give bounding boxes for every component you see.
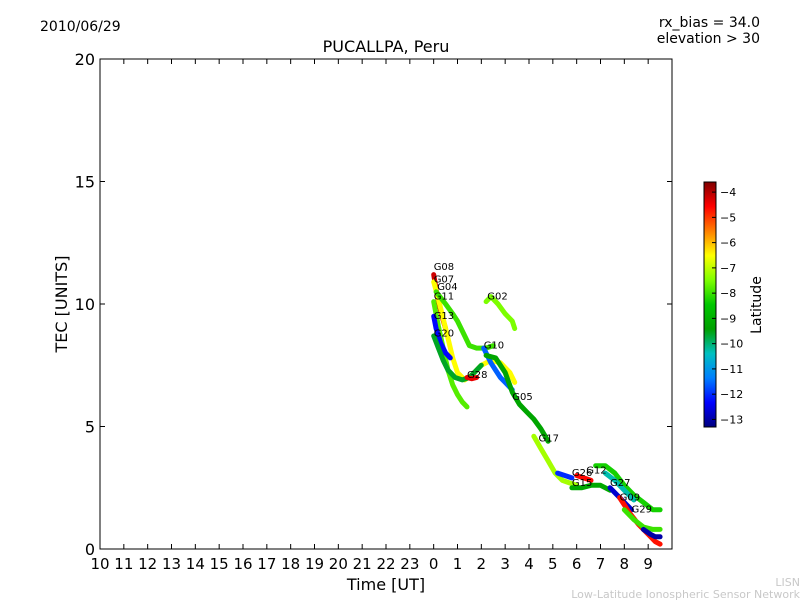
date-label: 2010/06/29	[40, 19, 121, 35]
x-tick-label: 10	[90, 555, 109, 573]
colorbar-tick-label: −5	[720, 211, 736, 224]
series-trace-g11	[431, 299, 470, 410]
series-trace-g10	[481, 345, 515, 393]
x-tick-label: 14	[186, 555, 205, 573]
satellite-labels: G08G07G04G11G13G20G02G10G28G05G17G26G12G…	[434, 262, 652, 516]
elevation-label: elevation > 30	[657, 31, 760, 47]
colorbar-tick-label: −6	[720, 237, 736, 250]
satellite-label-g07: G07	[434, 274, 454, 285]
x-tick-label: 9	[643, 555, 653, 573]
x-tick-label: 4	[524, 555, 534, 573]
colorbar-tick-label: −10	[720, 338, 743, 351]
y-tick-label: 0	[85, 540, 95, 559]
y-axis-ticks: 0 5 10 15 20	[75, 50, 672, 559]
x-tick-label: 21	[353, 555, 372, 573]
satellite-label-g09: G09	[620, 492, 640, 503]
x-tick-label: 19	[305, 555, 324, 573]
satellite-label-g20: G20	[434, 328, 454, 339]
x-tick-label: 8	[620, 555, 630, 573]
series-trace-unlabeled-19	[602, 470, 637, 503]
x-tick-label: 5	[548, 555, 558, 573]
x-tick-label: 0	[429, 555, 439, 573]
x-tick-label: 6	[572, 555, 582, 573]
colorbar-label: Latitude	[749, 276, 765, 334]
satellite-label-g02: G02	[487, 292, 507, 303]
satellite-label-g15: G15	[572, 478, 592, 489]
colorbar-tick-label: −8	[720, 287, 736, 300]
series-trace-g13	[431, 313, 453, 361]
satellite-label-g28: G28	[467, 370, 487, 381]
colorbar-tick-label: −7	[720, 262, 736, 275]
x-tick-label: 16	[233, 555, 252, 573]
colorbar-tick-label: −13	[720, 413, 743, 426]
footer-network: Low-Latitude Ionospheric Sensor Network	[571, 588, 800, 600]
x-tick-label: 2	[477, 555, 487, 573]
colorbar-tick-label: −12	[720, 388, 743, 401]
x-axis-label: Time [UT]	[346, 575, 425, 594]
colorbar-tick-label: −4	[720, 186, 736, 199]
x-tick-label: 12	[138, 555, 157, 573]
x-tick-label: 22	[376, 555, 395, 573]
satellite-label-g05: G05	[512, 392, 532, 403]
series-trace-g20	[431, 333, 484, 383]
series-trace-g26	[555, 470, 575, 481]
series-trace-g09	[593, 463, 663, 513]
plot-marks	[431, 272, 663, 547]
y-tick-label: 5	[85, 418, 95, 437]
series-trace-g05	[483, 352, 551, 444]
footer-lisn: LISN	[775, 576, 800, 589]
x-tick-label: 17	[257, 555, 276, 573]
x-tick-label: 3	[500, 555, 510, 573]
series-trace-g12	[574, 473, 594, 483]
chart-title: PUCALLPA, Peru	[323, 37, 450, 56]
x-tick-label: 1	[453, 555, 463, 573]
x-tick-label: 13	[162, 555, 181, 573]
satellite-label-g29: G29	[632, 505, 652, 516]
colorbar-tick-label: −9	[720, 312, 736, 325]
x-tick-label: 11	[114, 555, 133, 573]
satellite-label-g08: G08	[434, 262, 454, 273]
y-tick-label: 20	[75, 50, 95, 69]
satellite-label-g27: G27	[610, 478, 630, 489]
satellite-label-g11: G11	[434, 292, 454, 303]
x-axis-ticks: 10 11 12 13 14 15 16 17 18 19 20 21 22 23 0 1 2 3 4 5 6 7 8 9	[90, 59, 653, 573]
series-trace-unlabeled-18	[640, 526, 663, 540]
x-tick-label: 7	[596, 555, 606, 573]
y-tick-label: 15	[75, 173, 95, 192]
x-tick-label: 20	[329, 555, 348, 573]
satellite-label-g04: G04	[437, 282, 457, 293]
satellite-label-g10: G10	[484, 341, 504, 352]
y-tick-label: 10	[75, 295, 95, 314]
satellite-label-g13: G13	[434, 311, 454, 322]
satellite-label-g17: G17	[539, 434, 559, 445]
satellite-label-g12: G12	[586, 466, 606, 477]
satellite-label-g26: G26	[572, 468, 592, 479]
colorbar-ticks: −4 −5 −6 −7 −8 −9 −10 −11 −12 −13	[712, 186, 743, 426]
x-tick-label: 18	[281, 555, 300, 573]
y-axis-label: TEC [UNITS]	[52, 256, 71, 354]
series-trace-g15	[569, 482, 613, 493]
rx-bias-label: rx_bias = 34.0	[659, 15, 760, 31]
colorbar-tick-label: −11	[720, 363, 743, 376]
series-trace-g02	[483, 294, 518, 331]
series-trace-g28	[464, 375, 480, 382]
x-tick-label: 15	[210, 555, 229, 573]
x-tick-label: 23	[400, 555, 419, 573]
colorbar	[703, 181, 717, 428]
